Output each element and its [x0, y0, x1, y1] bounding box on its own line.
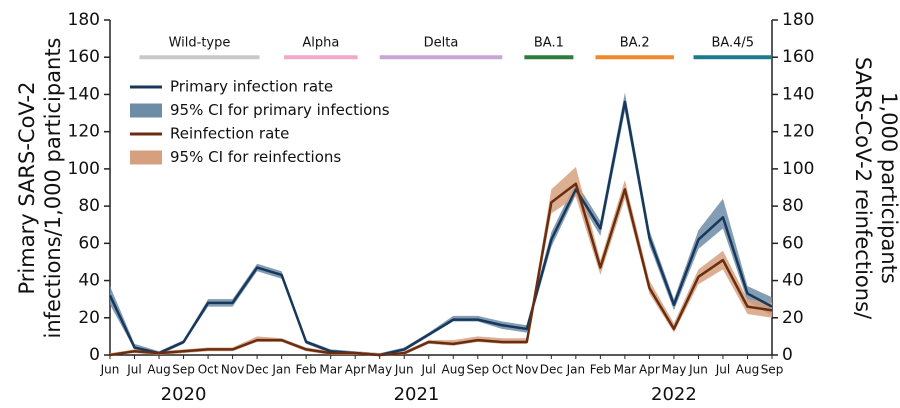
legend-swatch: [130, 150, 162, 165]
year-label: 2020: [161, 384, 207, 405]
x-tick-label: Jun: [100, 363, 120, 377]
x-tick-label: Jul: [715, 363, 730, 377]
variant-label: BA.2: [620, 36, 650, 51]
x-tick-label: Feb: [590, 363, 611, 377]
x-tick-label: Feb: [296, 363, 317, 377]
variant-label: Delta: [424, 36, 459, 51]
legend-swatch: [130, 103, 162, 118]
y-tick-label: 20: [78, 308, 100, 328]
y-tick-label: 100: [68, 159, 100, 179]
y2-tick-label: 20: [782, 308, 804, 328]
x-tick-label: Sep: [466, 363, 489, 377]
x-tick-label: Dec: [245, 363, 268, 377]
legend-label: 95% CI for reinfections: [170, 148, 341, 166]
x-tick-label: Jan: [566, 363, 586, 377]
series-line: [109, 182, 773, 357]
y2-tick-label: 40: [782, 271, 804, 291]
x-tick-label: Jun: [394, 363, 414, 377]
x-tick-label: May: [662, 363, 687, 377]
y-tick-label: 40: [78, 271, 100, 291]
x-tick-label: Jul: [420, 363, 435, 377]
variant-label: Wild-type: [169, 36, 231, 51]
y-tick-label: 140: [68, 84, 100, 104]
y-tick-label: 160: [68, 47, 100, 67]
y2-tick-label: 160: [782, 47, 814, 67]
x-tick-label: Aug: [147, 363, 170, 377]
y2-tick-label: 140: [782, 84, 814, 104]
x-tick-label: Jan: [271, 363, 291, 377]
y-tick-label: 60: [78, 233, 100, 253]
y-tick-label: 180: [68, 10, 100, 30]
year-label: 2022: [651, 384, 697, 405]
x-tick-label: Oct: [198, 363, 219, 377]
x-tick-label: Aug: [736, 363, 759, 377]
y2-tick-label: 180: [782, 10, 814, 30]
x-tick-label: Mar: [319, 363, 342, 377]
x-tick-label: Jun: [688, 363, 708, 377]
y2-axis-title: 1,000 participants: [877, 92, 900, 284]
x-tick-label: Sep: [761, 363, 784, 377]
x-tick-label: Nov: [221, 363, 244, 377]
year-label: 2021: [394, 384, 440, 405]
x-tick-label: May: [367, 363, 392, 377]
y-axis-title: Primary SARS-CoV-2: [15, 82, 39, 295]
y2-tick-label: 60: [782, 233, 804, 253]
y2-tick-label: 0: [782, 345, 793, 365]
x-tick-label: Jul: [126, 363, 141, 377]
series-line: [108, 100, 773, 357]
legend-label: Reinfection rate: [170, 125, 289, 143]
variant-label: BA.1: [534, 36, 564, 51]
variant-label: BA.4/5: [711, 36, 754, 51]
variant-label: Alpha: [302, 36, 339, 51]
x-tick-label: Apr: [639, 363, 660, 377]
y-tick-label: 0: [89, 345, 100, 365]
x-tick-label: Dec: [540, 363, 563, 377]
y2-tick-label: 80: [782, 196, 804, 216]
legend-label: 95% CI for primary infections: [170, 101, 390, 119]
y-tick-label: 120: [68, 122, 100, 142]
x-tick-label: Mar: [614, 363, 637, 377]
y2-tick-label: 120: [782, 122, 814, 142]
x-tick-label: Nov: [515, 363, 538, 377]
x-tick-label: Oct: [492, 363, 513, 377]
x-tick-label: Apr: [345, 363, 366, 377]
x-tick-label: Sep: [172, 363, 195, 377]
y2-tick-label: 100: [782, 159, 814, 179]
y-axis-title: infections/1,000 participants: [41, 37, 65, 338]
legend-label: Primary infection rate: [170, 78, 333, 96]
x-tick-label: Aug: [442, 363, 465, 377]
y2-axis-title: SARS-CoV-2 reinfections/: [851, 57, 875, 320]
y-tick-label: 80: [78, 196, 100, 216]
